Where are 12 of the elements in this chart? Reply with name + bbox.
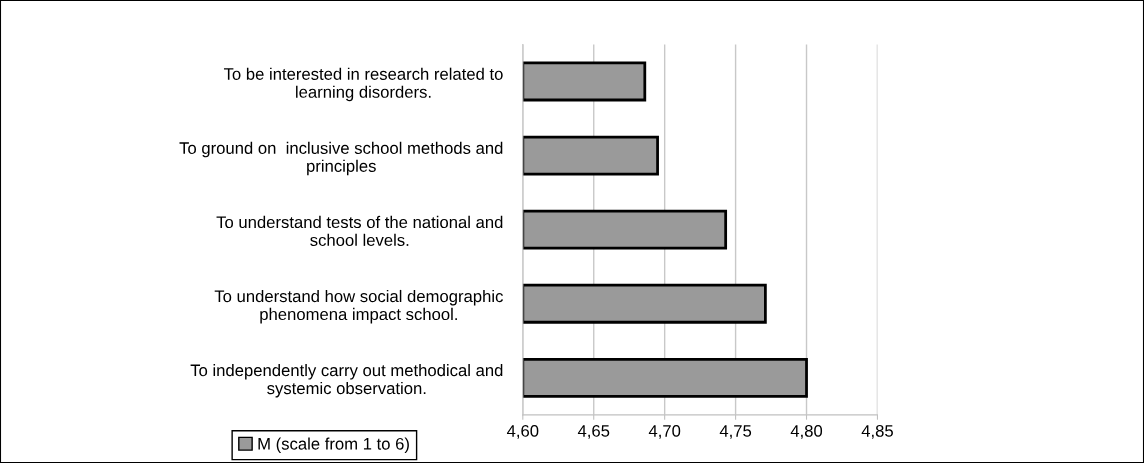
x-tick-label: 4,80: [790, 425, 823, 439]
x-tick-label: 4,75: [719, 425, 752, 439]
y-tick-label: To ground on inclusive school methods and principles: [179, 141, 503, 176]
y-tick-label: To understand tests of the national and school levels.: [216, 215, 503, 247]
x-tick-label: 4,85: [861, 425, 893, 439]
x-tick-label: 4,60: [506, 425, 539, 439]
x-tick-label: 4,65: [577, 425, 610, 439]
y-tick-label: To understand how social demographic phenomena impact school.: [214, 289, 503, 324]
y-tick-label: To independently carry out methodical and systemic observation.: [190, 364, 503, 398]
x-tick-label: 4,70: [648, 425, 681, 439]
legend-label: M (scale from 1 to 6): [258, 437, 409, 453]
y-tick-label: To be interested in research related to learning disorders.: [223, 67, 503, 102]
